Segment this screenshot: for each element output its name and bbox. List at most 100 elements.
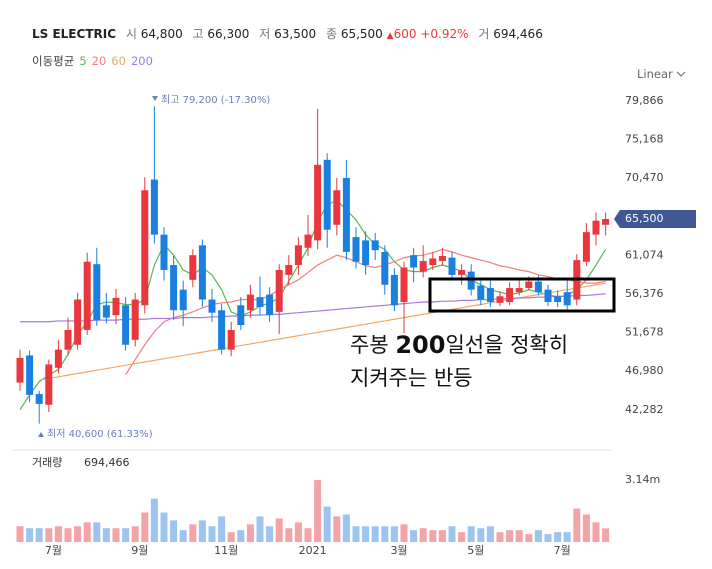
candle-body bbox=[448, 257, 456, 275]
candle-body bbox=[362, 240, 370, 266]
y-tick-label: 61,074 bbox=[625, 248, 664, 261]
candle-body bbox=[160, 234, 168, 270]
volume-bar bbox=[170, 520, 178, 542]
volume-bar bbox=[582, 514, 590, 542]
volume-bar bbox=[477, 528, 485, 542]
volume-bar bbox=[16, 526, 24, 542]
candle-body bbox=[218, 310, 226, 350]
overlay-word: 일선을 정확히 bbox=[445, 333, 568, 357]
y-tick-label: 70,470 bbox=[625, 171, 664, 184]
volume-bar bbox=[237, 530, 245, 542]
candle-body bbox=[333, 190, 341, 225]
ma-legend: 이동평균 5 20 60 200 bbox=[32, 53, 158, 69]
high: 66,300 bbox=[207, 27, 250, 41]
volume-bar bbox=[285, 528, 293, 542]
candle-body bbox=[93, 264, 101, 321]
volume-title: 거래량 bbox=[32, 456, 62, 469]
volume-bar bbox=[141, 512, 149, 542]
open: 64,800 bbox=[140, 27, 183, 41]
candle-body bbox=[381, 251, 389, 285]
volume-tick-label: 3.14m bbox=[625, 473, 660, 486]
candle-body bbox=[390, 274, 398, 306]
overlay-word: 주봉 bbox=[350, 333, 389, 357]
volume-bar bbox=[342, 514, 350, 542]
candle-body bbox=[592, 220, 600, 235]
volume-bar bbox=[371, 526, 379, 542]
low-label: 저 bbox=[259, 27, 271, 41]
x-tick-label: 9월 bbox=[131, 544, 148, 557]
volume-bar bbox=[314, 480, 322, 542]
price-tag-label: 65,500 bbox=[625, 212, 664, 225]
candle-body bbox=[150, 179, 158, 235]
candle-body bbox=[275, 269, 283, 312]
candle-body bbox=[314, 164, 322, 241]
volume-bar bbox=[256, 516, 264, 542]
volume-bar bbox=[534, 530, 542, 542]
volume-bar bbox=[506, 530, 514, 542]
volume-bar bbox=[266, 526, 274, 542]
candle-body bbox=[515, 288, 523, 293]
candle-body bbox=[285, 265, 293, 275]
y-tick-label: 75,168 bbox=[625, 133, 664, 146]
candle-body bbox=[400, 267, 408, 303]
ma-line bbox=[19, 199, 607, 410]
candle-body bbox=[563, 292, 571, 306]
y-tick-label: 51,678 bbox=[625, 326, 664, 339]
volume-bar bbox=[54, 526, 62, 542]
x-tick-label: 3월 bbox=[390, 544, 407, 557]
volume-bar bbox=[410, 530, 418, 542]
chevron bbox=[677, 71, 686, 77]
volume-bar bbox=[227, 532, 235, 542]
volume-bar bbox=[496, 532, 504, 542]
y-tick-label: 56,376 bbox=[625, 287, 664, 300]
volume-bar bbox=[122, 528, 130, 542]
volume-bar bbox=[131, 526, 139, 542]
volume-bar bbox=[246, 524, 254, 542]
candle-body bbox=[467, 271, 475, 290]
volume-bar bbox=[102, 528, 110, 542]
volume-label: 거 bbox=[478, 27, 490, 41]
close-label: 종 bbox=[325, 27, 337, 41]
low: 63,500 bbox=[274, 27, 317, 41]
candle-body bbox=[294, 245, 302, 266]
change-pct: +0.92% bbox=[420, 27, 469, 41]
volume: 694,466 bbox=[493, 27, 543, 41]
stock-name: LS ELECTRIC bbox=[32, 27, 117, 41]
volume-bar bbox=[93, 522, 101, 542]
volume-bar bbox=[554, 532, 562, 542]
legend-entry: 200 bbox=[130, 54, 153, 68]
candle-body bbox=[477, 285, 485, 300]
candle-body bbox=[266, 294, 274, 316]
volume-bar bbox=[179, 530, 187, 542]
volume-bar bbox=[83, 522, 91, 542]
candle-body bbox=[237, 305, 245, 326]
volume-bar bbox=[64, 528, 72, 542]
candle-body bbox=[342, 177, 350, 252]
volume-bar bbox=[35, 528, 43, 542]
high-label: 고 bbox=[192, 27, 204, 41]
scale-mode: Linear bbox=[637, 67, 673, 81]
change-arrow: ▲ bbox=[386, 31, 394, 41]
candle-body bbox=[544, 289, 552, 303]
high-marker bbox=[152, 96, 158, 101]
volume-bar bbox=[45, 528, 53, 542]
candle-body bbox=[419, 260, 427, 272]
candle-body bbox=[64, 329, 72, 350]
volume-bar bbox=[400, 524, 408, 542]
candle-body bbox=[227, 329, 235, 350]
scale-dropdown[interactable]: Linear bbox=[637, 67, 686, 81]
volume-bar bbox=[563, 532, 571, 542]
volume-bar bbox=[323, 506, 331, 542]
volume-bar bbox=[390, 526, 398, 542]
candle-body bbox=[323, 159, 331, 230]
change: 600 bbox=[393, 27, 417, 41]
volume-bar bbox=[419, 528, 427, 542]
volume-bar bbox=[218, 516, 226, 542]
annotation-high: 최고 79,200 (-17.30%) bbox=[161, 94, 270, 106]
volume-bar bbox=[544, 534, 552, 542]
x-tick-label: 7월 bbox=[45, 544, 62, 557]
legend-entry: 20 bbox=[91, 54, 107, 68]
candle-body bbox=[122, 305, 130, 345]
